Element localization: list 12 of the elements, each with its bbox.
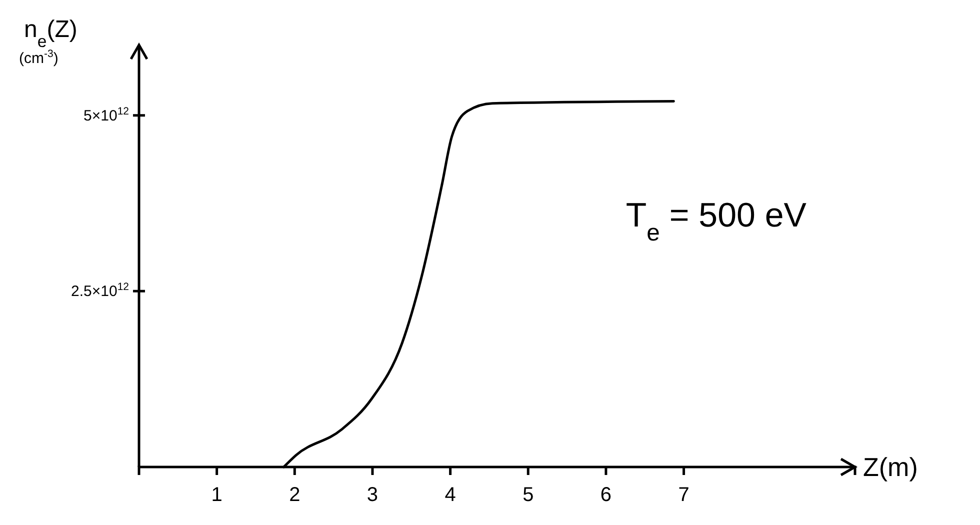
y-tick-label: 2.5×10$^{12}$ (71, 281, 130, 300)
x-tick-label: 6 (600, 484, 612, 506)
x-tick-label: 4 (444, 484, 456, 506)
y-axis-title: n$_{e}$(Z) (cm$^{-3}$) (19, 16, 78, 67)
x-tick-label: 2 (289, 484, 300, 506)
x-tick-label: 3 (366, 484, 378, 506)
x-tick-label: 7 (678, 484, 690, 506)
x-tick-label: 5 (522, 484, 534, 506)
x-tick-label: 1 (211, 484, 222, 506)
y-tick-label: 5×10$^{12}$ (84, 105, 130, 124)
x-axis-title: Z(m) (863, 452, 918, 482)
annotation: T$_{e}$ = 500 eV (626, 196, 807, 246)
